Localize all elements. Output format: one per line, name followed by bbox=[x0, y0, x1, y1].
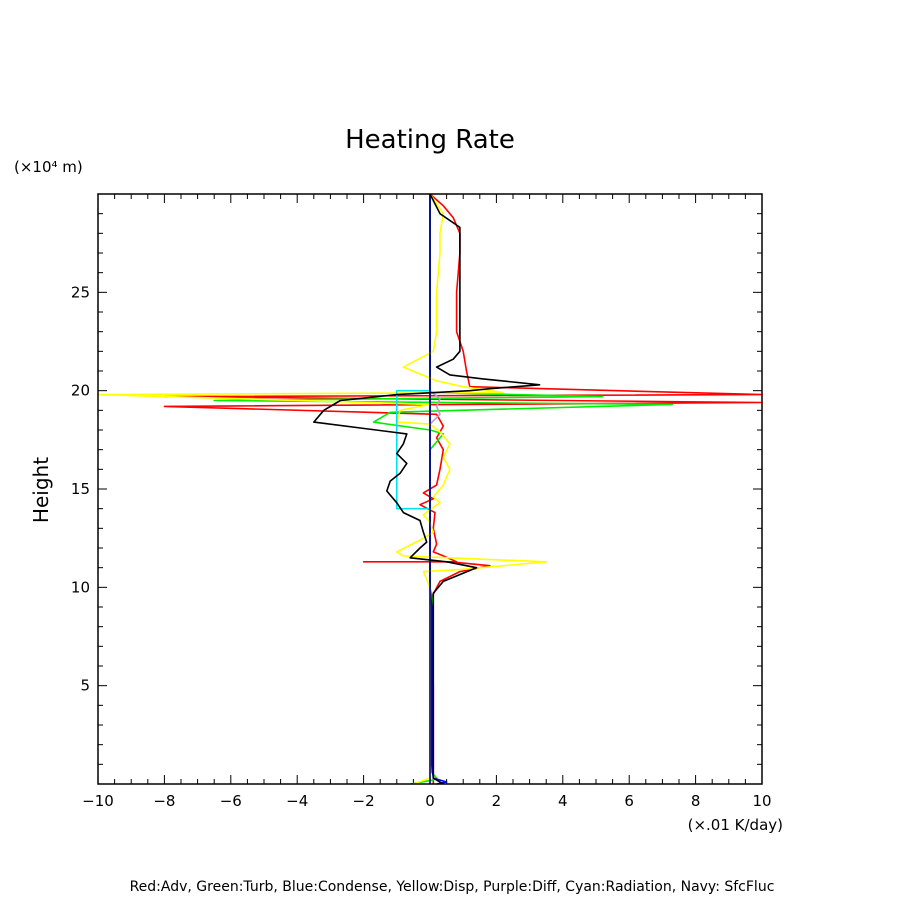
x-tick-label: 2 bbox=[492, 792, 502, 810]
y-tick-label: 5 bbox=[80, 677, 90, 695]
y-tick-label: 20 bbox=[71, 382, 90, 400]
x-tick-label: −6 bbox=[220, 792, 242, 810]
x-tick-label: −2 bbox=[353, 792, 375, 810]
x-tick-label: −10 bbox=[82, 792, 114, 810]
y-unit-label: (×10⁴ m) bbox=[14, 158, 83, 176]
series-adv-line bbox=[163, 193, 763, 784]
series-radiation-line bbox=[395, 389, 430, 510]
series-diff-line bbox=[429, 390, 441, 425]
y-axis-label: Height bbox=[29, 457, 53, 523]
x-tick-label: −8 bbox=[153, 792, 175, 810]
x-tick-label: −4 bbox=[286, 792, 308, 810]
series-condense-line bbox=[429, 194, 448, 785]
x-tick-label: 8 bbox=[691, 792, 701, 810]
chart-title: Heating Rate bbox=[345, 125, 515, 155]
legend-caption: Red:Adv, Green:Turb, Blue:Condense, Yell… bbox=[130, 879, 775, 895]
x-tick-label: 10 bbox=[752, 792, 771, 810]
series-group bbox=[97, 193, 763, 785]
series-total-line bbox=[312, 193, 541, 785]
tick-labels: −10 −8 −6 −4 −2 0 2 4 6 8 10 5 10 15 20 25 bbox=[71, 283, 772, 810]
x-tick-label: 4 bbox=[558, 792, 568, 810]
y-tick-label: 15 bbox=[71, 480, 90, 498]
series-turb-line bbox=[213, 194, 674, 785]
x-tick-label: 0 bbox=[425, 792, 435, 810]
x-unit-label: (×.01 K/day) bbox=[688, 816, 783, 834]
y-tick-label: 25 bbox=[71, 283, 90, 301]
series-disp-line bbox=[97, 193, 548, 785]
plot-frame bbox=[97, 193, 763, 785]
y-tick-label: 10 bbox=[71, 578, 90, 596]
x-tick-label: 6 bbox=[624, 792, 634, 810]
